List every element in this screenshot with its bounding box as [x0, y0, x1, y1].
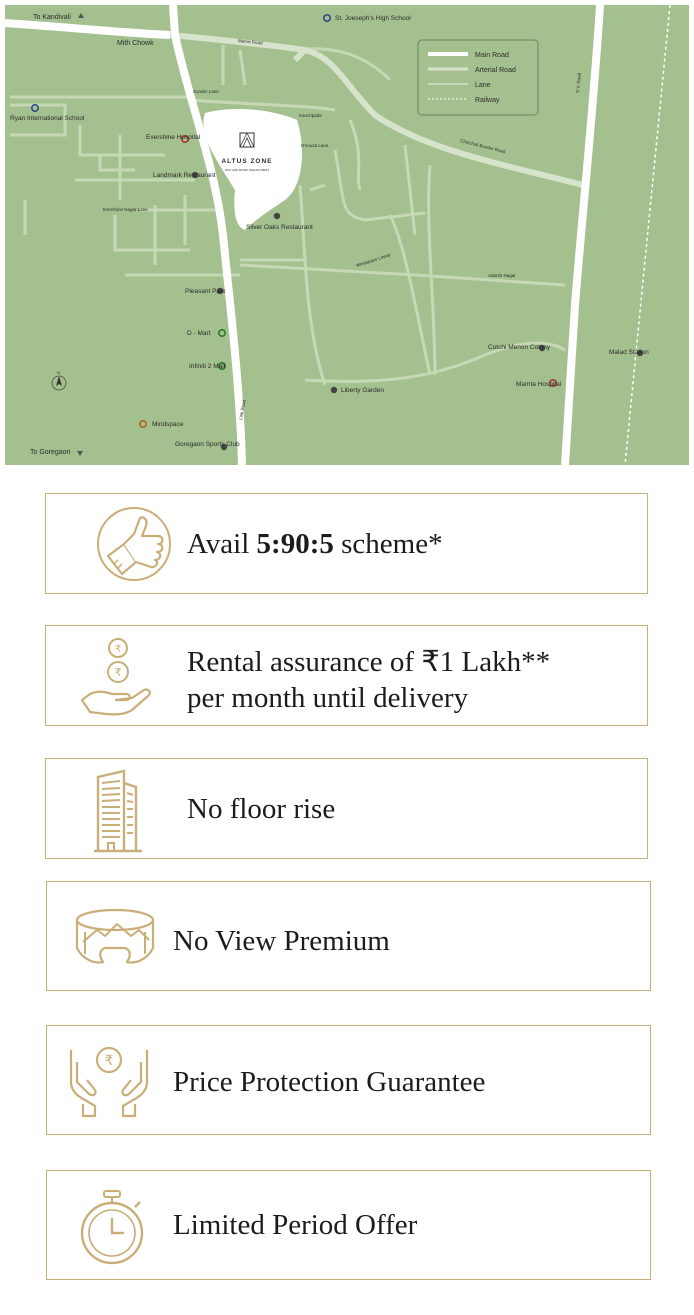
road-label-kanchpada: Kanchpada: [299, 113, 322, 118]
project-plot: [203, 109, 302, 230]
panorama-icon: [75, 908, 155, 964]
place-mamta: Mamta Hospital: [516, 381, 562, 388]
place-mindspace: Mindspace: [152, 421, 184, 428]
direction-north: To Kandivali: [33, 14, 71, 21]
coins-hand-icon: ₹ ₹: [80, 638, 151, 716]
road-label-link-road: Link Road: [238, 399, 247, 420]
office-marker-mindspace: [139, 419, 148, 428]
colony-marker-cutchi: [538, 344, 546, 352]
rupee-hands-icon: ₹: [69, 1046, 149, 1118]
place-silver-oaks: Silver Oaks Restaurant: [246, 224, 313, 231]
offer-text-rental: Rental assurance of ₹1 Lakh** per month …: [187, 644, 550, 716]
road-label-sunder-lane: Sunder Lane: [193, 89, 219, 94]
offer-card-floor-rise: No floor rise: [45, 758, 648, 859]
road-label-marve: Marve Road: [238, 38, 263, 46]
hospital-marker-mamta: [548, 378, 557, 387]
mall-marker-infiniti: [218, 361, 227, 370]
offer-card-price-protection: ₹ Price Protection Guarantee: [46, 1025, 651, 1135]
place-markers: [30, 14, 644, 451]
offer-text-floor-rise: No floor rise: [187, 793, 336, 825]
mall-marker-dmart: [218, 328, 227, 337]
direction-south: To Goregaon: [30, 449, 71, 456]
offer-text-rental-line2: per month until delivery: [187, 682, 469, 714]
place-st-joseph: St. Joeseph's High School: [335, 15, 411, 22]
place-evershine: Evershine Hospital: [146, 134, 201, 141]
offer-card-scheme: Avail 5:90:5 scheme*: [45, 493, 648, 594]
offer-card-rental: ₹ ₹ Rental assurance of ₹1 Lakh** per mo…: [45, 625, 648, 726]
svg-text:₹: ₹: [115, 666, 122, 679]
legend-railway: Railway: [475, 97, 500, 104]
place-landmark: Landmark Restaurant: [153, 172, 216, 179]
legend-lane: Lane: [475, 82, 491, 89]
lane-network: [5, 21, 566, 386]
offer-card-limited-period: Limited Period Offer: [46, 1170, 651, 1280]
road-label-adarsh-nagar: Adarsh Nagar: [488, 273, 516, 278]
restaurant-marker-silver-oaks: [273, 212, 281, 220]
arrow-up-icon: [78, 13, 84, 18]
place-ryan: Ryan International School: [10, 115, 85, 122]
place-malad-station: Malad Station: [609, 349, 649, 356]
place-cutchi: Cutchi Menon Colony: [488, 344, 551, 351]
offer-card-view-premium: No View Premium: [46, 881, 651, 991]
station-marker-malad: [636, 349, 644, 357]
offer-text-scheme: Avail 5:90:5 scheme*: [187, 528, 443, 560]
legend-main-road: Main Road: [475, 52, 509, 59]
arrow-down-icon: [77, 451, 83, 456]
place-liberty: Liberty Garden: [341, 387, 384, 394]
place-pleasant-park: Pleasant Park: [185, 288, 226, 295]
map-legend: Main Road Arterial Road Lane Railway: [417, 39, 539, 116]
hospital-marker-evershine: [181, 135, 190, 144]
road-label-mith-chowk: Mith Chowk: [117, 40, 154, 47]
road-label-dsouza-lane: D'souza Lane: [301, 143, 329, 148]
svg-text:₹: ₹: [115, 644, 121, 655]
offer-text-price-protection: Price Protection Guarantee: [173, 1066, 486, 1098]
thumbs-up-icon: [97, 507, 171, 581]
svg-text:N: N: [57, 370, 60, 375]
arterial-roads: [169, 32, 584, 188]
school-marker-st-joseph: [322, 14, 331, 23]
project-name: ALTUS ZONE: [221, 158, 272, 165]
location-map: ALTUS ZONE OFF LINK ROAD, MALAD WEST Mai…: [5, 5, 689, 465]
project-address: OFF LINK ROAD, MALAD WEST: [225, 168, 270, 172]
park-marker-pleasant: [216, 287, 224, 295]
project-logo: [239, 132, 255, 148]
road-label-sv-road: S.V. Road: [575, 72, 582, 93]
offer-text-view-premium: No View Premium: [173, 925, 390, 957]
compass-icon: N: [51, 370, 67, 391]
railway-line: [624, 5, 671, 465]
offer-text-limited-period: Limited Period Offer: [173, 1209, 418, 1241]
road-label-evershine-nagar: Evershine Nagar Lane: [103, 207, 148, 212]
main-roads: [5, 5, 604, 465]
place-goregaon-club: Goregaon Sports Club: [175, 441, 240, 448]
place-dmart: D - Mart: [187, 330, 211, 337]
club-marker-goregaon: [220, 443, 228, 451]
building-icon: [94, 769, 142, 853]
offer-text-rental-line1: Rental assurance of ₹1 Lakh**: [187, 646, 551, 678]
svg-text:₹: ₹: [105, 1053, 114, 1069]
school-marker-ryan: [30, 104, 39, 113]
restaurant-marker-landmark: [191, 171, 199, 179]
stopwatch-icon: [80, 1190, 144, 1265]
garden-marker-liberty: [330, 386, 338, 394]
legend-arterial-road: Arterial Road: [475, 67, 516, 74]
place-infiniti: Infiniti 2 Mall: [189, 363, 226, 370]
